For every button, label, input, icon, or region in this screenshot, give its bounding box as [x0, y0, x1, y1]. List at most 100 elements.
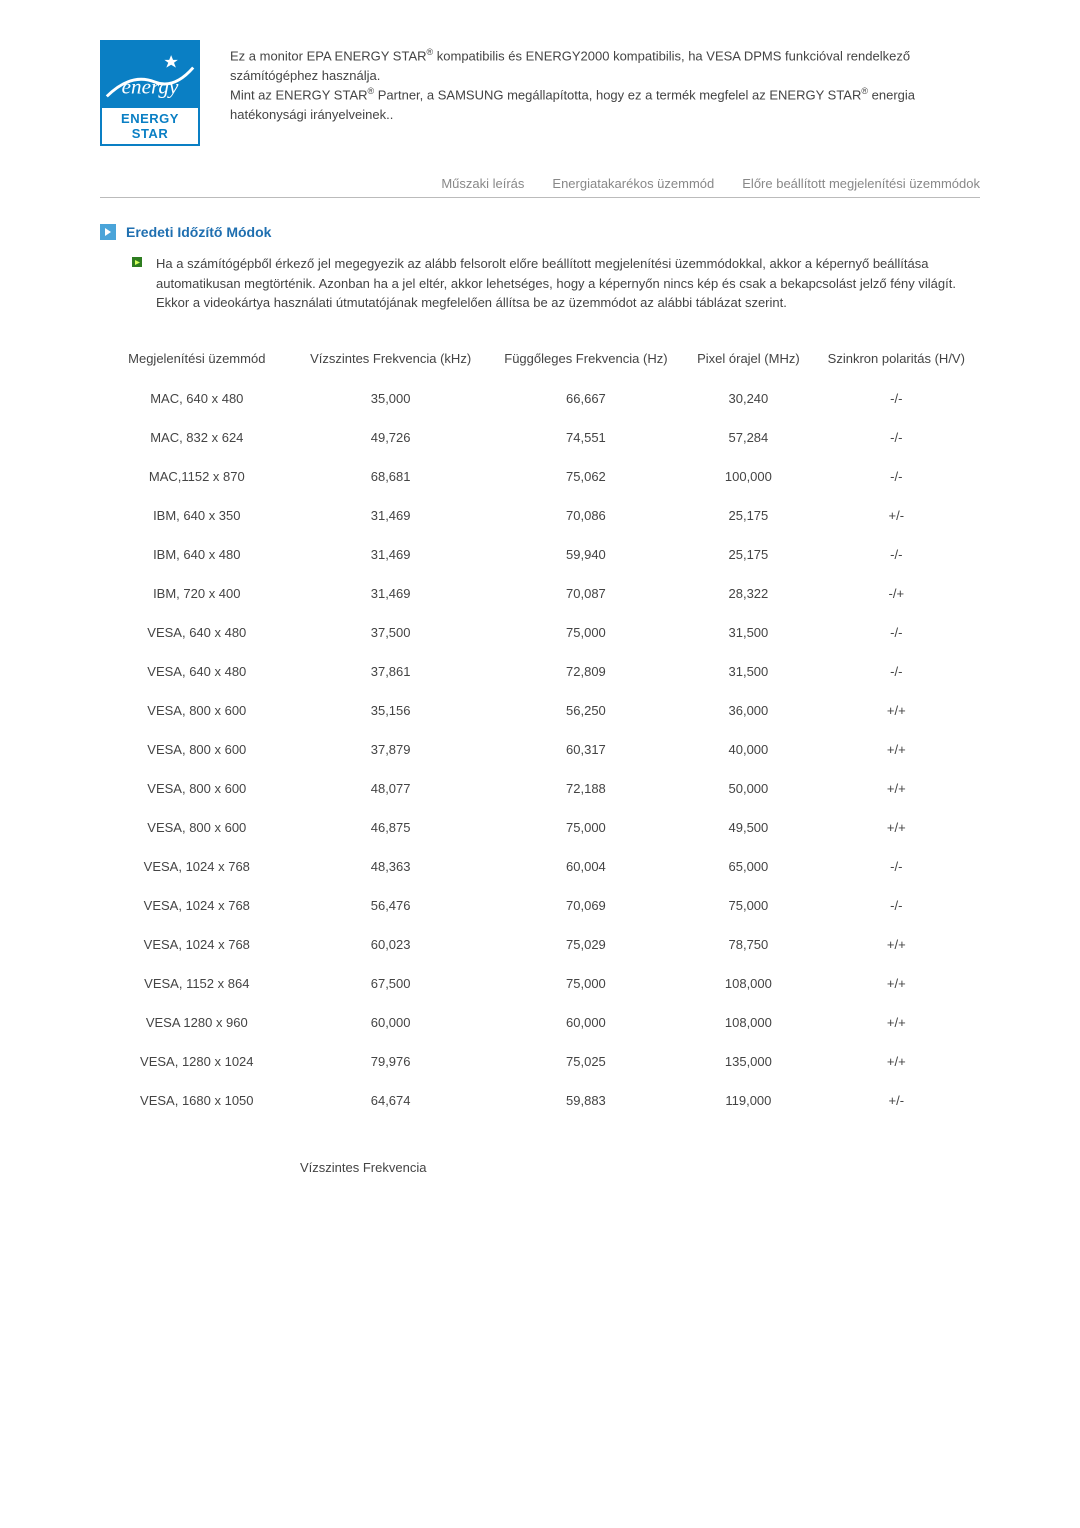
cell-hfreq: 37,500	[294, 613, 488, 652]
cell-sync: +/+	[813, 769, 980, 808]
section-arrow-icon	[100, 224, 116, 240]
cell-sync: -/-	[813, 613, 980, 652]
cell-hfreq: 31,469	[294, 535, 488, 574]
cell-pclock: 40,000	[684, 730, 812, 769]
table-header-row: Megjelenítési üzemmód Vízszintes Frekven…	[100, 339, 980, 380]
cell-mode: VESA, 1024 x 768	[100, 847, 294, 886]
table-row: VESA, 800 x 60048,07772,18850,000+/+	[100, 769, 980, 808]
cell-pclock: 25,175	[684, 496, 812, 535]
cell-sync: -/-	[813, 535, 980, 574]
cell-pclock: 31,500	[684, 613, 812, 652]
cell-sync: -/-	[813, 457, 980, 496]
cell-vfreq: 75,025	[488, 1042, 685, 1081]
cell-hfreq: 48,363	[294, 847, 488, 886]
cell-pclock: 65,000	[684, 847, 812, 886]
cell-sync: -/-	[813, 379, 980, 418]
cell-sync: +/+	[813, 1042, 980, 1081]
table-row: MAC,1152 x 87068,68175,062100,000-/-	[100, 457, 980, 496]
cell-pclock: 28,322	[684, 574, 812, 613]
cell-hfreq: 37,861	[294, 652, 488, 691]
cell-mode: VESA, 800 x 600	[100, 808, 294, 847]
cell-pclock: 49,500	[684, 808, 812, 847]
table-row: VESA, 640 x 48037,86172,80931,500-/-	[100, 652, 980, 691]
header-block: energy ENERGY STAR Ez a monitor EPA ENER…	[100, 40, 980, 146]
cell-hfreq: 67,500	[294, 964, 488, 1003]
cell-pclock: 100,000	[684, 457, 812, 496]
cell-pclock: 108,000	[684, 1003, 812, 1042]
cell-mode: VESA, 640 x 480	[100, 613, 294, 652]
cell-pclock: 135,000	[684, 1042, 812, 1081]
cell-hfreq: 68,681	[294, 457, 488, 496]
cell-hfreq: 64,674	[294, 1081, 488, 1120]
cell-hfreq: 60,000	[294, 1003, 488, 1042]
cell-hfreq: 35,000	[294, 379, 488, 418]
cell-mode: IBM, 720 x 400	[100, 574, 294, 613]
cell-pclock: 50,000	[684, 769, 812, 808]
cell-vfreq: 75,029	[488, 925, 685, 964]
table-row: VESA, 800 x 60035,15656,25036,000+/+	[100, 691, 980, 730]
table-row: VESA, 800 x 60037,87960,31740,000+/+	[100, 730, 980, 769]
cell-sync: -/-	[813, 418, 980, 457]
cell-hfreq: 79,976	[294, 1042, 488, 1081]
table-row: IBM, 640 x 48031,46959,94025,175-/-	[100, 535, 980, 574]
table-row: IBM, 720 x 40031,46970,08728,322-/+	[100, 574, 980, 613]
cell-pclock: 108,000	[684, 964, 812, 1003]
cell-vfreq: 56,250	[488, 691, 685, 730]
cell-vfreq: 70,086	[488, 496, 685, 535]
cell-vfreq: 75,000	[488, 964, 685, 1003]
cell-mode: IBM, 640 x 480	[100, 535, 294, 574]
col-sync: Szinkron polaritás (H/V)	[813, 339, 980, 380]
cell-mode: VESA, 800 x 600	[100, 769, 294, 808]
cell-sync: -/-	[813, 847, 980, 886]
col-vfreq: Függőleges Frekvencia (Hz)	[488, 339, 685, 380]
cell-vfreq: 70,087	[488, 574, 685, 613]
energy-star-label: ENERGY STAR	[102, 108, 198, 144]
cell-vfreq: 75,000	[488, 808, 685, 847]
cell-sync: +/+	[813, 730, 980, 769]
tab-preset-modes[interactable]: Előre beállított megjelenítési üzemmódok	[742, 176, 980, 191]
cell-sync: +/+	[813, 964, 980, 1003]
table-row: VESA, 1280 x 102479,97675,025135,000+/+	[100, 1042, 980, 1081]
cell-mode: MAC, 640 x 480	[100, 379, 294, 418]
cell-hfreq: 56,476	[294, 886, 488, 925]
cell-hfreq: 31,469	[294, 574, 488, 613]
cell-mode: VESA, 1152 x 864	[100, 964, 294, 1003]
cell-vfreq: 66,667	[488, 379, 685, 418]
section-header: Eredeti Időzítő Módok	[100, 224, 980, 240]
intro-line2b: Partner, a SAMSUNG megállapította, hogy …	[374, 88, 861, 103]
energy-star-swoosh: energy	[102, 42, 198, 108]
cell-vfreq: 60,004	[488, 847, 685, 886]
col-pclock: Pixel órajel (MHz)	[684, 339, 812, 380]
cell-mode: VESA, 800 x 600	[100, 691, 294, 730]
cell-vfreq: 72,809	[488, 652, 685, 691]
bullet-icon	[132, 257, 142, 267]
cell-sync: +/+	[813, 808, 980, 847]
cell-sync: +/-	[813, 1081, 980, 1120]
cell-hfreq: 49,726	[294, 418, 488, 457]
cell-hfreq: 46,875	[294, 808, 488, 847]
cell-vfreq: 70,069	[488, 886, 685, 925]
cell-vfreq: 59,940	[488, 535, 685, 574]
cell-vfreq: 72,188	[488, 769, 685, 808]
cell-pclock: 78,750	[684, 925, 812, 964]
cell-mode: VESA, 1280 x 1024	[100, 1042, 294, 1081]
cell-hfreq: 48,077	[294, 769, 488, 808]
svg-text:energy: energy	[122, 75, 179, 99]
cell-sync: -/+	[813, 574, 980, 613]
cell-vfreq: 60,000	[488, 1003, 685, 1042]
section-title: Eredeti Időzítő Módok	[126, 224, 271, 240]
table-row: VESA, 1680 x 105064,67459,883119,000+/-	[100, 1081, 980, 1120]
table-row: VESA 1280 x 96060,00060,000108,000+/+	[100, 1003, 980, 1042]
footer-hfreq-label: Vízszintes Frekvencia	[100, 1160, 980, 1175]
tab-power-saving[interactable]: Energiatakarékos üzemmód	[552, 176, 714, 191]
table-row: IBM, 640 x 35031,46970,08625,175+/-	[100, 496, 980, 535]
cell-mode: VESA, 800 x 600	[100, 730, 294, 769]
cell-pclock: 119,000	[684, 1081, 812, 1120]
cell-mode: VESA, 1680 x 1050	[100, 1081, 294, 1120]
intro-line2a: Mint az ENERGY STAR	[230, 88, 368, 103]
cell-pclock: 57,284	[684, 418, 812, 457]
table-row: VESA, 1152 x 86467,50075,000108,000+/+	[100, 964, 980, 1003]
table-row: VESA, 800 x 60046,87575,00049,500+/+	[100, 808, 980, 847]
tab-specs[interactable]: Műszaki leírás	[441, 176, 524, 191]
cell-sync: +/+	[813, 925, 980, 964]
